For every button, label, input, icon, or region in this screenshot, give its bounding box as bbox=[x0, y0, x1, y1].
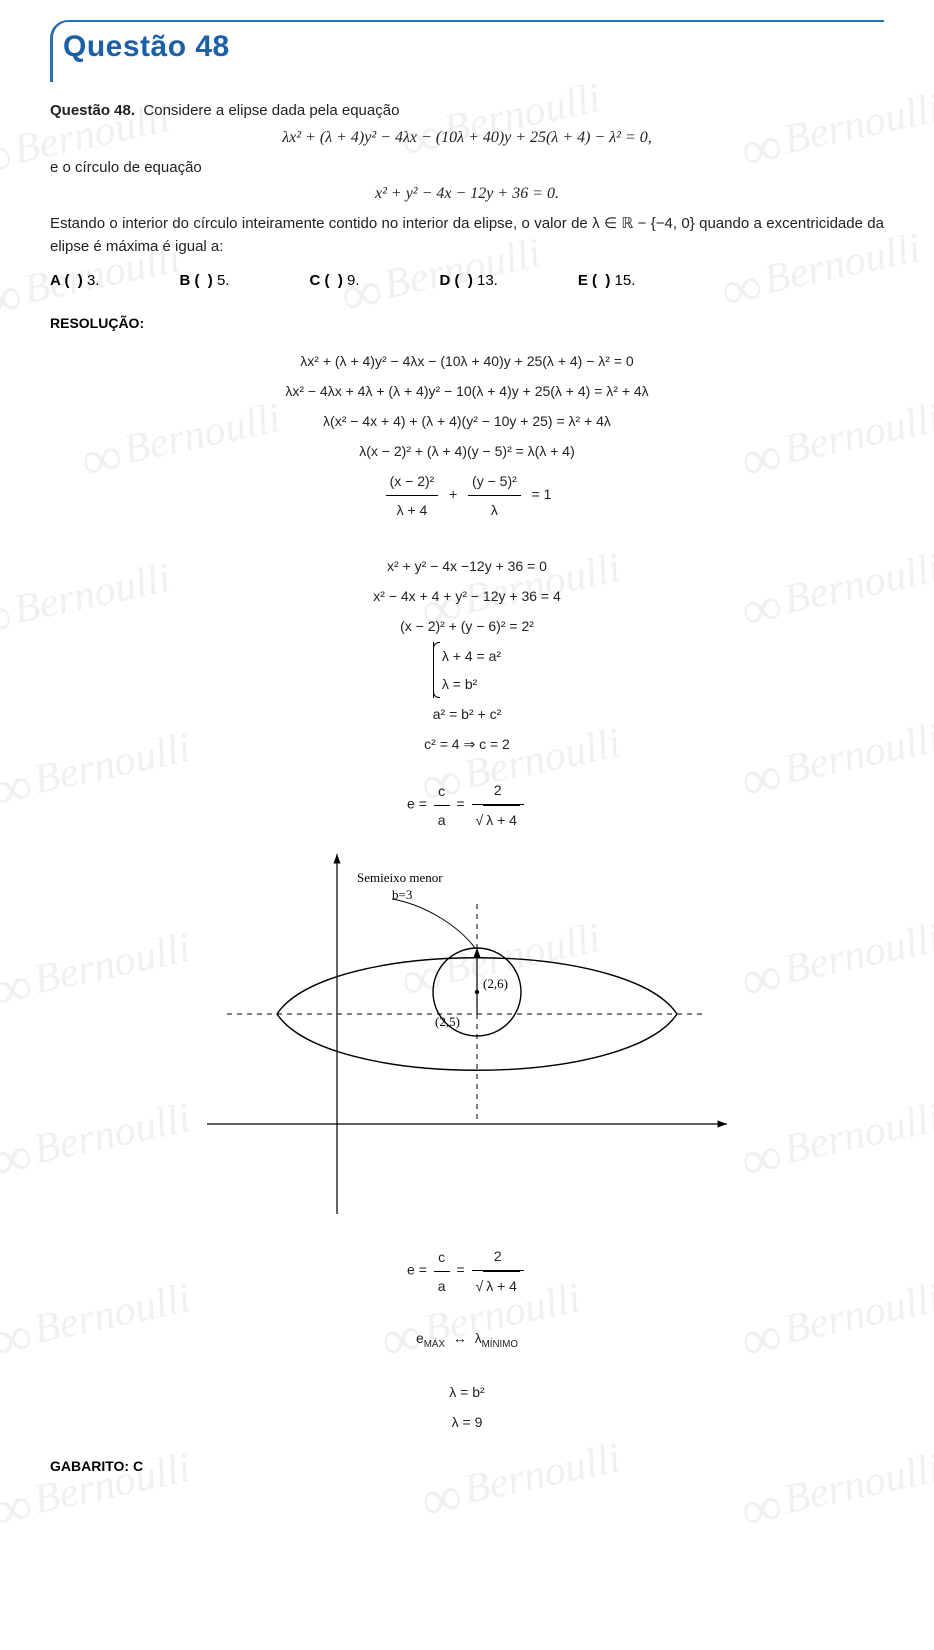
work-line-8: (x − 2)² + (y − 6)² = 2² bbox=[50, 612, 884, 640]
question-prompt: Estando o interior do círculo inteiramen… bbox=[50, 213, 884, 258]
resolution-after-diagram: e = ca = 2λ + 4 eMÁX ↔ λMÍNIMO λ = b² λ … bbox=[50, 1242, 884, 1436]
work-lambda-9: λ = 9 bbox=[50, 1408, 884, 1436]
work-line-6: x² + y² − 4x −12y + 36 = 0 bbox=[50, 552, 884, 580]
work-emax: eMÁX ↔ λMÍNIMO bbox=[50, 1324, 884, 1354]
work-line-5: (x − 2)²λ + 4 + (y − 5)²λ = 1 bbox=[50, 467, 884, 524]
work-line-10: c² = 4 ⇒ c = 2 bbox=[50, 730, 884, 758]
question-mid: e o círculo de equação bbox=[50, 157, 884, 180]
work-brace: λ + 4 = a² λ = b² bbox=[50, 642, 884, 698]
equation-circle: x² + y² − 4x − 12y + 36 = 0. bbox=[50, 185, 884, 203]
equation-ellipse: λx² + (λ + 4)y² − 4λx − (10λ + 40)y + 25… bbox=[50, 129, 884, 147]
label-b3: b=3 bbox=[392, 887, 412, 902]
work-lambda-b2: λ = b² bbox=[50, 1378, 884, 1406]
answer-key: GABARITO: C bbox=[50, 1458, 884, 1474]
resolution-heading: RESOLUÇÃO: bbox=[50, 315, 884, 331]
work-line-2: λx² − 4λx + 4λ + (λ + 4)y² − 10(λ + 4)y … bbox=[50, 377, 884, 405]
work-line-4: λ(x − 2)² + (λ + 4)(y − 5)² = λ(λ + 4) bbox=[50, 437, 884, 465]
work-ecc-1: e = ca = 2λ + 4 bbox=[50, 776, 884, 834]
work-line-7: x² − 4x + 4 + y² − 12y + 36 = 4 bbox=[50, 582, 884, 610]
option-a: A ( ) 3. bbox=[50, 272, 99, 289]
question-title-bar: Questão 48 bbox=[50, 20, 884, 82]
work-line-9: a² = b² + c² bbox=[50, 700, 884, 728]
work-ecc-2: e = ca = 2λ + 4 bbox=[50, 1242, 884, 1300]
work-line-1: λx² + (λ + 4)y² − 4λx − (10λ + 40)y + 25… bbox=[50, 347, 884, 375]
label-circle-center: (2,6) bbox=[483, 976, 508, 991]
option-e: E ( ) 15. bbox=[578, 272, 636, 289]
resolution-work: λx² + (λ + 4)y² − 4λx − (10λ + 40)y + 25… bbox=[50, 347, 884, 834]
diagram-svg: Semieixo menor b=3 (2,6) (2,5) bbox=[187, 844, 747, 1224]
option-c: C ( ) 9. bbox=[309, 272, 359, 289]
options-row: A ( ) 3. B ( ) 5. C ( ) 9. D ( ) 13. E (… bbox=[50, 272, 884, 289]
option-b: B ( ) 5. bbox=[179, 272, 229, 289]
option-d: D ( ) 13. bbox=[440, 272, 498, 289]
work-line-3: λ(x² − 4x + 4) + (λ + 4)(y² − 10y + 25) … bbox=[50, 407, 884, 435]
question-intro: Questão 48. Considere a elipse dada pela… bbox=[50, 100, 884, 123]
question-title: Questão 48 bbox=[63, 30, 884, 64]
label-semieixo: Semieixo menor bbox=[357, 870, 443, 885]
diagram-ellipse-circle: Semieixo menor b=3 (2,6) (2,5) bbox=[50, 844, 884, 1224]
label-ellipse-center: (2,5) bbox=[435, 1014, 460, 1029]
page-content: Questão 48 Questão 48. Considere a elips… bbox=[0, 0, 934, 1514]
